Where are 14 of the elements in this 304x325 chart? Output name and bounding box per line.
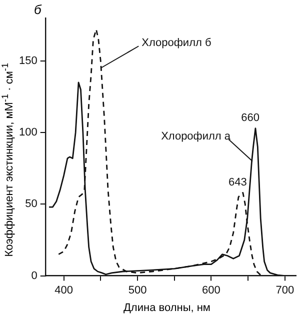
x-tick-label: 500 [128, 284, 147, 296]
text: б [34, 2, 42, 17]
y-tick-label: 150 [18, 55, 38, 67]
annotation: 643 [228, 176, 247, 188]
y-tick-label: 0 [31, 270, 38, 282]
y-tick-label: 50 [25, 198, 38, 210]
x-axis-title: Длина волны, нм [122, 302, 212, 314]
x-tick-label: 600 [202, 284, 220, 296]
x-tick-label: 400 [54, 284, 73, 296]
x-tick-label: 700 [276, 284, 294, 296]
annotation: 660 [241, 112, 260, 124]
annotation: Хлорофилл а [161, 130, 232, 142]
y-tick-label: 100 [18, 126, 38, 139]
annotation: Хлорофилл б [142, 37, 212, 50]
